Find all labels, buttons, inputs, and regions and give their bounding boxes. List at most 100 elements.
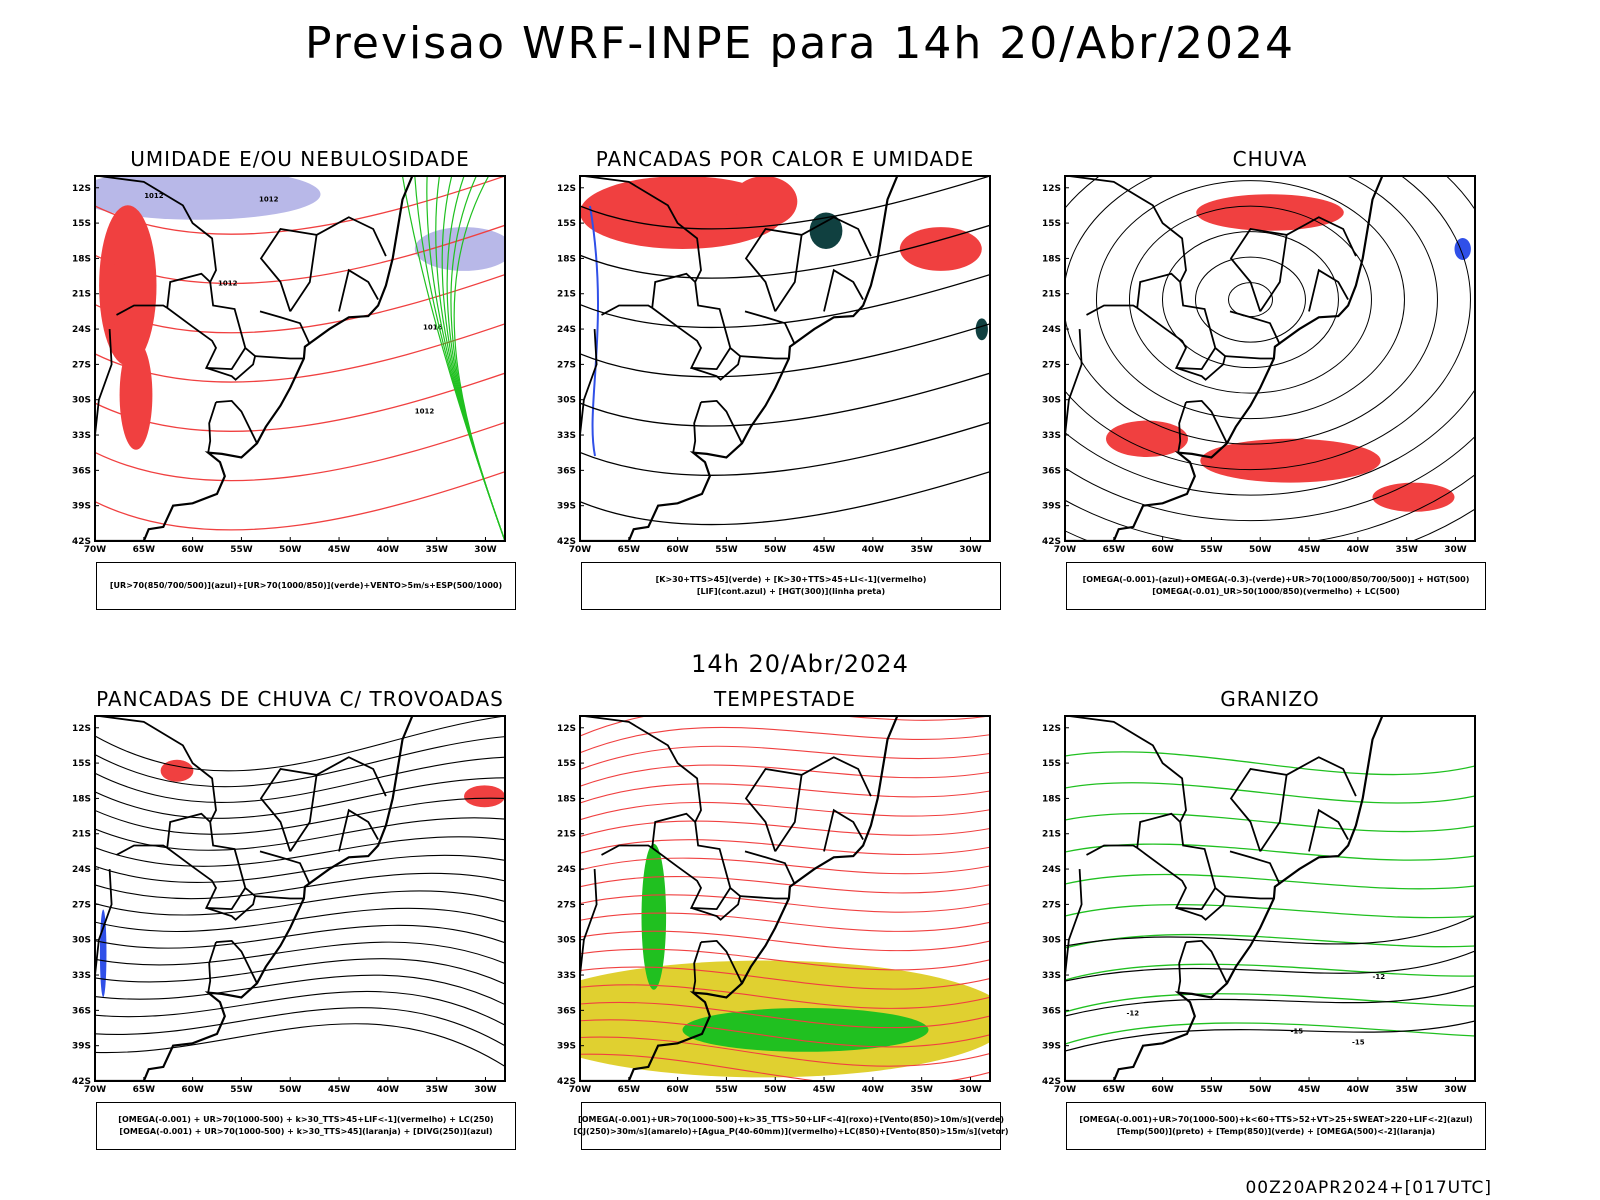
run-id-label: 00Z20APR2024+[017UTC] [1245, 1178, 1492, 1198]
isotherm-label: -12 [1373, 973, 1386, 981]
lon-tick-label: 70W [1054, 1085, 1077, 1095]
lon-tick-label: 55W [1200, 545, 1223, 555]
border-line [259, 310, 311, 345]
storm-area [464, 785, 505, 808]
map-panel-pancadas-calor: PANCADAS POR CALOR E UMIDADE 12S 15S 18S 21S… [545, 147, 1005, 637]
border-line [1177, 401, 1187, 453]
lat-tick-label: 15S [72, 219, 91, 229]
lon-tick-label: 40W [1347, 1085, 1370, 1095]
lat-tick-label: 36S [1042, 1006, 1061, 1016]
border-line [215, 939, 258, 984]
lon-tick-label: 50W [1249, 1085, 1272, 1095]
map-frame [94, 175, 506, 542]
border-line [1225, 355, 1274, 360]
border-line [801, 216, 872, 257]
legend-box: [OMEGA(-0.001) + UR>70(1000-500) + k>30_… [96, 1102, 516, 1150]
lon-tick-label: 60W [181, 1085, 204, 1095]
lat-tick-label: 42S [1042, 1077, 1061, 1087]
border-line [1177, 941, 1187, 993]
lat-tick-label: 21S [557, 290, 576, 300]
border-line [259, 768, 318, 852]
legend-text: [OMEGA(-0.001) + UR>70(1000-500) + k>30_… [118, 1115, 494, 1124]
border-line [651, 812, 696, 849]
lat-tick-label: 18S [557, 794, 576, 804]
page-title: Previsao WRF-INPE para 14h 20/Abr/2024 [304, 18, 1295, 69]
lat-tick-label: 39S [72, 1042, 91, 1052]
lon-tick-label: 30W [1444, 1085, 1467, 1095]
lat-tick-label: 36S [557, 1006, 576, 1016]
weather-map: 1012 1012 1012 1012 1016 12S 15S 18S 21S 24S 27S 30… [72, 175, 506, 555]
legend-box: [UR>70(850/700/500)](azul)+[UR>70(1000/8… [96, 562, 516, 610]
legend-text: [UR>70(850/700/500)](azul)+[UR>70(1000/8… [109, 581, 503, 590]
legend-text: [OMEGA(-0.001) + UR>70(1000-500) + k>30_… [119, 1127, 493, 1136]
coastline [95, 716, 414, 1081]
coastline [580, 176, 899, 541]
storm-area [160, 759, 194, 782]
map-frame [1064, 715, 1476, 1082]
border-line [744, 310, 796, 345]
isobar-label: 1012 [259, 196, 279, 204]
lon-tick-label: 45W [813, 545, 836, 555]
border-line [692, 941, 702, 993]
humidity-area [99, 205, 157, 366]
border-line [823, 808, 864, 852]
lon-tick-label: 55W [1200, 1085, 1223, 1095]
lat-tick-label: 27S [1042, 900, 1061, 910]
lat-tick-label: 24S [557, 865, 576, 875]
lat-tick-label: 21S [1042, 830, 1061, 840]
lon-tick-label: 45W [328, 1085, 351, 1095]
lat-tick-label: 24S [1042, 865, 1061, 875]
lat-tick-label: 39S [557, 1042, 576, 1052]
border-line [166, 847, 247, 911]
border-line [1286, 216, 1357, 257]
lon-tick-label: 50W [279, 545, 302, 555]
legend-text: [Temp(500)](preto) + [Temp(850)](verde) … [1116, 1127, 1436, 1136]
legend-text: [OMEGA(-0.01)_UR>50(1000/850)(vermelho) … [1152, 587, 1400, 596]
border-line [700, 399, 743, 444]
border-line [166, 272, 211, 309]
border-line [116, 844, 168, 856]
lat-tick-label: 12S [72, 724, 91, 734]
lon-tick-label: 30W [1444, 545, 1467, 555]
lon-tick-label: 60W [1151, 1085, 1174, 1095]
lat-tick-label: 15S [1042, 219, 1061, 229]
map-frame [94, 715, 506, 1082]
lon-tick-label: 35W [1395, 1085, 1418, 1095]
panel-title: UMIDADE E/OU NEBULOSIDADE [130, 147, 470, 171]
border-line [207, 941, 217, 993]
border-line [206, 347, 257, 381]
legend-text: [OMEGA(-0.001)-(azul)+OMEGA(-0.3)-(verde… [1082, 575, 1470, 584]
wind-area [641, 843, 667, 990]
lat-tick-label: 39S [72, 502, 91, 512]
map-panel-chuva: CHUVA 12S 15S 18S 21S 24S 27S 30S 33S 36S 39S 42S 70… [1030, 147, 1490, 637]
border-line [1229, 228, 1288, 312]
lat-tick-label: 33S [557, 971, 576, 981]
border-line [1185, 399, 1228, 444]
panel-title: GRANIZO [1220, 687, 1320, 711]
lon-tick-label: 65W [1103, 1085, 1126, 1095]
lon-tick-label: 70W [1054, 545, 1077, 555]
map-frame [1064, 175, 1476, 542]
rain-area [1200, 438, 1381, 483]
lat-tick-label: 42S [557, 1077, 576, 1087]
wind-area [682, 1008, 929, 1052]
map-frame [579, 175, 991, 542]
lat-tick-label: 24S [557, 325, 576, 335]
border-line [583, 716, 732, 889]
border-line [1065, 869, 1083, 982]
border-line [744, 850, 796, 885]
border-line [98, 176, 247, 349]
coastline [95, 176, 414, 541]
legend-box: [OMEGA(-0.001)+UR>70(1000-500)+k>35_TTS>… [573, 1102, 1009, 1150]
border-line [1136, 847, 1217, 911]
legend-text: [K>30+TTS>45](verde) + [K>30+TTS>45+LI<-… [655, 575, 927, 584]
lon-tick-label: 35W [425, 545, 448, 555]
lon-tick-label: 30W [959, 1085, 982, 1095]
border-line [801, 756, 872, 797]
border-line [95, 329, 113, 442]
coastline [580, 716, 899, 1081]
border-line [338, 808, 379, 852]
lon-tick-label: 40W [862, 545, 885, 555]
